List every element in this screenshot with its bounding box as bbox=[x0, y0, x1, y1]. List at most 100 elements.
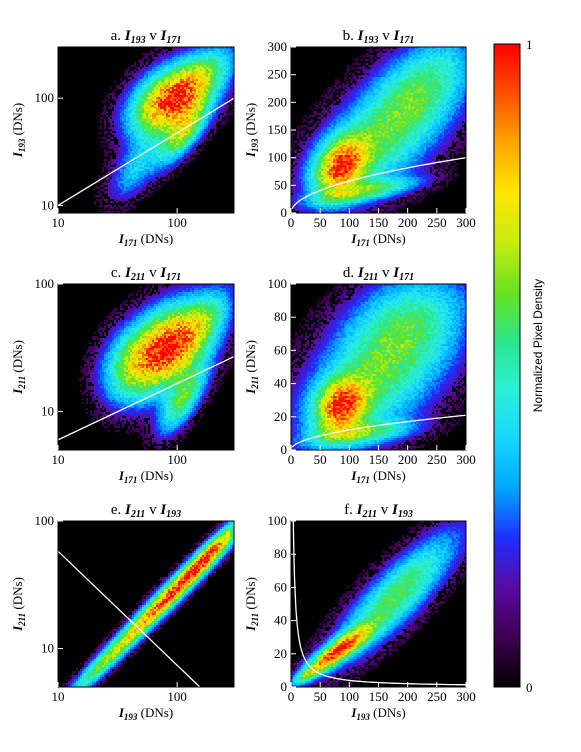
y-tick-label: 60 bbox=[274, 579, 287, 594]
title-y-sub: 211 bbox=[130, 272, 145, 283]
colorbar-min-label: 0 bbox=[526, 680, 533, 695]
y-tick-label: 40 bbox=[274, 613, 287, 628]
x-tick-label: 200 bbox=[398, 452, 418, 467]
y-tick-label: 80 bbox=[274, 546, 287, 561]
panel-title: c. I211 v I171 bbox=[111, 265, 181, 283]
y-tick-label: 100 bbox=[268, 150, 288, 165]
x-tick-label: 300 bbox=[456, 452, 476, 467]
title-x: I bbox=[391, 502, 399, 518]
x-tick-label: 250 bbox=[427, 215, 447, 230]
y-axis-label: I211 (DNs) bbox=[243, 340, 260, 395]
x-tick-label: 100 bbox=[167, 215, 187, 230]
y-tick-label: 200 bbox=[268, 94, 288, 109]
x-tick-label: 150 bbox=[369, 689, 389, 704]
panel-d: 0 50 100 150 200 250 300 0 20 40 60 80 100 d. I211 v … bbox=[243, 265, 476, 485]
panel-b: 0 50 100 150 200 250 300 0 50 100 150 200 250 300 b. I… bbox=[243, 28, 476, 248]
panel-title: b. I193 v I171 bbox=[343, 28, 415, 46]
x-tick-label: 100 bbox=[340, 215, 360, 230]
x-tick-label: 0 bbox=[288, 215, 295, 230]
title-x-sub: 171 bbox=[166, 272, 181, 283]
y-tick-label: 0 bbox=[281, 679, 288, 694]
x-axis-label: I171 (DNs) bbox=[350, 231, 405, 248]
fit-curve bbox=[57, 355, 235, 441]
title-prefix: a. bbox=[111, 28, 125, 44]
title-x: I bbox=[393, 28, 401, 44]
title-mid: v bbox=[377, 502, 392, 518]
fit-curve bbox=[291, 414, 467, 448]
x-axis-label: I193 (DNs) bbox=[350, 705, 405, 722]
panel-title: e. I211 v I193 bbox=[111, 502, 181, 520]
x-tick-label: 0 bbox=[288, 689, 295, 704]
title-y-sub: 211 bbox=[362, 509, 377, 520]
title-prefix: e. bbox=[111, 502, 125, 518]
fit-curve bbox=[291, 157, 467, 209]
fit-curve bbox=[57, 550, 201, 688]
x-tick-label: 10 bbox=[52, 215, 65, 230]
title-y: I bbox=[357, 28, 365, 44]
colorbar-label: Normalized Pixel Density bbox=[531, 279, 545, 412]
x-tick-label: 250 bbox=[427, 689, 447, 704]
plot-frame bbox=[57, 520, 235, 688]
title-y: I bbox=[124, 28, 132, 44]
title-y-sub: 211 bbox=[363, 272, 378, 283]
y-tick-label: 250 bbox=[268, 67, 288, 82]
y-tick-label: 20 bbox=[274, 646, 287, 661]
panel-title: f. I211 v I193 bbox=[344, 502, 413, 520]
y-tick-label: 0 bbox=[281, 442, 288, 457]
x-tick-label: 300 bbox=[456, 215, 476, 230]
title-prefix: c. bbox=[111, 265, 125, 281]
x-axis-label: I171 (DNs) bbox=[350, 468, 405, 485]
y-tick-label: 0 bbox=[281, 205, 288, 220]
x-tick-label: 10 bbox=[52, 689, 65, 704]
y-axis-label: I211 (DNs) bbox=[243, 577, 260, 632]
y-tick-label: 100 bbox=[35, 276, 55, 291]
title-mid: v bbox=[379, 28, 394, 44]
title-x-sub: 193 bbox=[398, 509, 413, 520]
plot-frame bbox=[57, 46, 235, 214]
colorbar-max-label: 1 bbox=[526, 37, 533, 52]
title-y: I bbox=[124, 265, 132, 281]
title-y: I bbox=[357, 265, 365, 281]
title-x: I bbox=[392, 265, 400, 281]
x-tick-label: 200 bbox=[398, 689, 418, 704]
title-prefix: f. bbox=[344, 502, 357, 518]
fit-curve bbox=[57, 97, 235, 206]
plot-frame bbox=[57, 283, 235, 451]
density-map bbox=[58, 521, 234, 687]
y-tick-label: 300 bbox=[268, 39, 288, 54]
x-tick-label: 50 bbox=[314, 452, 327, 467]
x-tick-label: 50 bbox=[314, 215, 327, 230]
title-x-sub: 171 bbox=[399, 35, 414, 46]
title-y-sub: 211 bbox=[130, 509, 145, 520]
x-tick-label: 100 bbox=[167, 452, 187, 467]
title-y-sub: 193 bbox=[131, 35, 146, 46]
title-y-sub: 193 bbox=[364, 35, 379, 46]
x-tick-label: 200 bbox=[398, 215, 418, 230]
x-tick-label: 250 bbox=[427, 452, 447, 467]
density-map bbox=[291, 47, 466, 213]
x-axis-label: I171 (DNs) bbox=[118, 468, 173, 485]
y-tick-label: 10 bbox=[41, 404, 54, 419]
y-tick-label: 10 bbox=[41, 197, 54, 212]
density-map bbox=[291, 284, 466, 450]
density-map bbox=[291, 521, 466, 687]
y-axis-label: I211 (DNs) bbox=[10, 577, 27, 632]
x-tick-label: 10 bbox=[52, 452, 65, 467]
x-tick-label: 100 bbox=[167, 689, 187, 704]
x-tick-label: 50 bbox=[314, 689, 327, 704]
y-tick-label: 10 bbox=[41, 641, 54, 656]
y-tick-label: 20 bbox=[274, 409, 287, 424]
x-tick-label: 150 bbox=[369, 215, 389, 230]
x-axis-label: I193 (DNs) bbox=[118, 705, 173, 722]
y-axis-label: I211 (DNs) bbox=[10, 340, 27, 395]
title-mid: v bbox=[378, 265, 393, 281]
y-axis-label: I193 (DNs) bbox=[10, 103, 27, 158]
y-axis-label: I193 (DNs) bbox=[243, 103, 260, 158]
x-tick-label: 150 bbox=[369, 452, 389, 467]
title-x-sub: 171 bbox=[166, 35, 181, 46]
title-x: I bbox=[159, 502, 167, 518]
y-tick-label: 100 bbox=[268, 513, 288, 528]
title-x-sub: 171 bbox=[399, 272, 414, 283]
